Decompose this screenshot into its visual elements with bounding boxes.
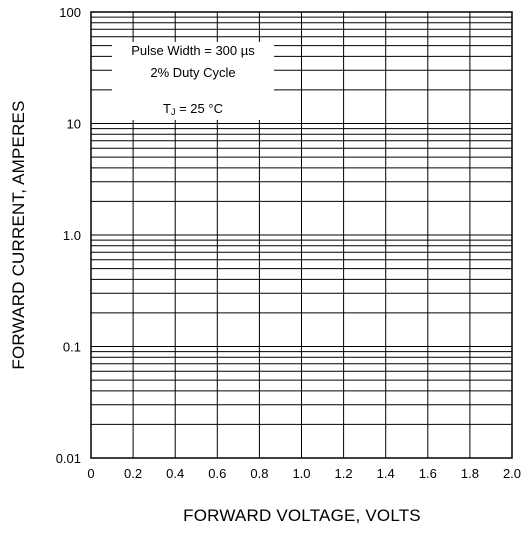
x-tick-label: 0.4 bbox=[166, 466, 184, 481]
y-axis-label: FORWARD CURRENT, AMPERES bbox=[9, 100, 28, 369]
y-tick-label: 100 bbox=[59, 5, 81, 20]
y-tick-labels: 0.01 0.1 1.0 10 100 bbox=[56, 5, 81, 466]
annotation-box: Pulse Width = 300 µs 2% Duty Cycle TJ = … bbox=[112, 42, 274, 120]
x-tick-label: 0.8 bbox=[250, 466, 268, 481]
y-tick-label: 10 bbox=[67, 117, 81, 132]
annotation-background bbox=[112, 42, 274, 120]
annotation-tj-value: = 25 °C bbox=[175, 101, 222, 116]
x-tick-labels: 0 0.2 0.4 0.6 0.8 1.0 1.2 1.4 1.6 1.8 2.0 bbox=[87, 466, 521, 481]
x-tick-label: 2.0 bbox=[503, 466, 521, 481]
x-tick-label: 1.0 bbox=[292, 466, 310, 481]
annotation-tj-symbol: T bbox=[163, 101, 171, 116]
annotation-pulse-width: Pulse Width = 300 µs bbox=[131, 43, 255, 58]
x-tick-label: 1.4 bbox=[377, 466, 395, 481]
annotation-tj-subscript: J bbox=[171, 107, 176, 117]
x-tick-label: 0.6 bbox=[208, 466, 226, 481]
x-tick-label: 1.8 bbox=[461, 466, 479, 481]
y-tick-label: 0.01 bbox=[56, 451, 81, 466]
y-tick-label: 1.0 bbox=[63, 228, 81, 243]
x-tick-label: 0 bbox=[87, 466, 94, 481]
plot-frame bbox=[90, 11, 513, 459]
y-tick-label: 0.1 bbox=[63, 340, 81, 355]
annotation-duty-cycle: 2% Duty Cycle bbox=[150, 65, 235, 80]
x-tick-label: 1.2 bbox=[335, 466, 353, 481]
x-tick-label: 1.6 bbox=[419, 466, 437, 481]
x-axis-label: FORWARD VOLTAGE, VOLTS bbox=[183, 506, 421, 525]
x-tick-label: 0.2 bbox=[124, 466, 142, 481]
annotation-junction-temp: TJ = 25 °C bbox=[163, 101, 223, 117]
